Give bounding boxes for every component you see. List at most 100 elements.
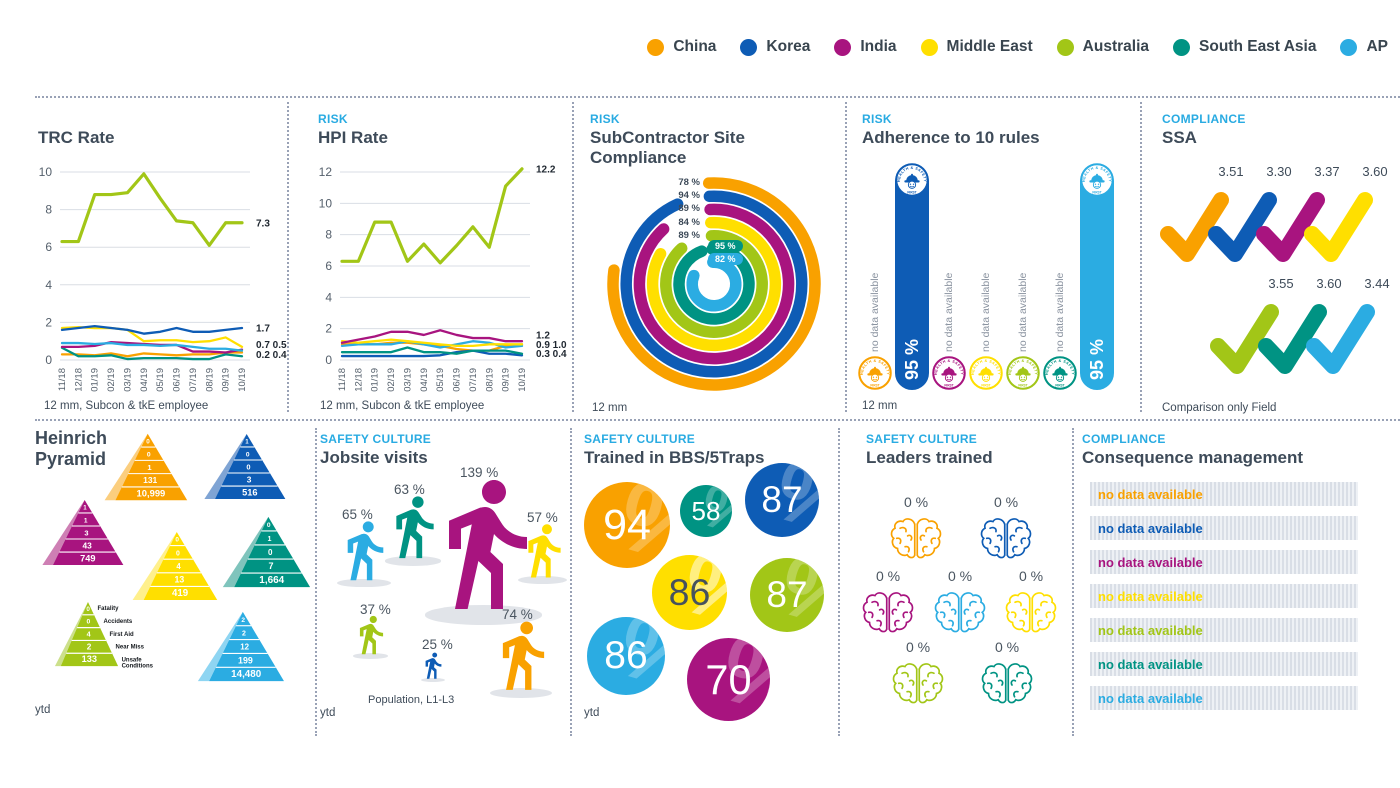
svg-text:0.3 0.4: 0.3 0.4 xyxy=(536,349,567,360)
leaders-item-korea: 0 % xyxy=(978,494,1034,566)
pyramid-australia: 0 0 4 2 133 Fatality Accidents First Aid Near Mi… xyxy=(53,600,223,675)
leaders-item-ap: 0 % xyxy=(932,568,988,640)
ssa-value-india: 3.37 xyxy=(1314,164,1340,179)
adherence-no-data: no data available xyxy=(980,272,992,352)
svg-text:05/19: 05/19 xyxy=(155,368,166,392)
svg-text:1: 1 xyxy=(147,463,152,472)
panel-title: HPI Rate xyxy=(318,128,388,147)
svg-text:FIRST: FIRST xyxy=(870,383,879,387)
panel-footnote-population: Population, L1-L3 xyxy=(368,694,455,706)
svg-text:08/19: 08/19 xyxy=(484,368,495,392)
helmet-badge-ap: HEALTH & SAFETY FIRST xyxy=(1080,163,1114,202)
svg-text:05/19: 05/19 xyxy=(435,368,446,392)
svg-text:0: 0 xyxy=(267,522,271,529)
leaders-item-middle_east: 0 % xyxy=(1003,568,1059,640)
adherence-bar-ap xyxy=(1080,164,1114,390)
leaders-value: 0 % xyxy=(947,568,973,584)
panel-divider xyxy=(845,102,847,412)
bbs-bubbles-chart: % 94% 58% 87% 86% 87% 86% 70 xyxy=(584,428,830,728)
bbs-bubble-south_east_asia: % 58 xyxy=(680,485,732,537)
svg-text:02/19: 02/19 xyxy=(106,368,117,392)
panel-category: COMPLIANCE xyxy=(1082,432,1166,446)
jobsite-value-india: 139 % xyxy=(460,465,499,480)
check-icon-ap xyxy=(1304,298,1380,389)
person-shadow xyxy=(424,605,543,625)
ring-value-ap: 82 % xyxy=(708,253,743,266)
svg-text:0: 0 xyxy=(86,606,90,613)
panel-trained-bbs: SAFETY CULTURE Trained in BBS/5Traps % 94… xyxy=(584,428,830,736)
svg-text:516: 516 xyxy=(242,487,257,497)
ssa-value-south_east_asia: 3.60 xyxy=(1316,276,1342,291)
bbs-bubble-middle_east: % 86 xyxy=(652,555,727,630)
consequence-status: no data available xyxy=(1098,520,1203,536)
panel-category: SAFETY CULTURE xyxy=(320,432,432,446)
svg-text:2: 2 xyxy=(45,315,52,329)
panel-category: RISK xyxy=(862,112,892,126)
svg-text:0: 0 xyxy=(147,452,151,459)
legend-label: AP xyxy=(1366,38,1388,55)
walking-person-icon-australia xyxy=(356,615,387,661)
svg-text:10/19: 10/19 xyxy=(517,368,528,392)
legend-dot-south_east_asia xyxy=(1173,38,1191,56)
svg-text:FIRST: FIRST xyxy=(907,190,916,194)
ring-value-india: 89 % xyxy=(678,203,700,215)
svg-text:14,480: 14,480 xyxy=(231,669,262,680)
trc-rate-line-chart: 0 2 4 6 8 10 11/18 12/18 01/19 02/19 03/19 04/19 05/… xyxy=(30,158,298,413)
svg-text:0.9 1.0: 0.9 1.0 xyxy=(536,340,567,351)
bbs-value: 58 xyxy=(691,495,721,526)
legend-label: Australia xyxy=(1082,38,1150,55)
panel-category: RISK xyxy=(590,112,620,126)
ring-value-south_east_asia: 95 % xyxy=(708,240,743,252)
brain-icon-south_east_asia xyxy=(979,659,1035,711)
consequence-row-india: no data available xyxy=(1090,550,1358,574)
adherence-no-data: no data available xyxy=(1017,272,1029,352)
adherence-value: 95 % xyxy=(1087,338,1107,380)
jobsite-value-china: 74 % xyxy=(502,607,533,622)
svg-text:11/18: 11/18 xyxy=(337,368,348,391)
check-icon-china xyxy=(1158,186,1234,277)
ring-value-middle_east: 84 % xyxy=(678,216,700,228)
walking-person-icon-ap xyxy=(342,520,389,588)
legend-label: China xyxy=(673,38,717,55)
consequence-status: no data available xyxy=(1098,486,1203,502)
helmet-badge-middle_east: HEALTH & SAFETY FIRST xyxy=(969,356,1003,395)
panel-footnote: 12 mm xyxy=(592,402,628,414)
panel-title: Heinrich Pyramid xyxy=(35,428,108,469)
panel-footnote: 12 mm xyxy=(862,400,898,412)
adherence-bar-chart: no data available HEALTH & SAFETY FIRST 95 … xyxy=(856,160,1122,396)
svg-text:3: 3 xyxy=(84,528,88,537)
panel-category: RISK xyxy=(318,112,348,126)
svg-text:0: 0 xyxy=(146,438,150,445)
svg-text:10: 10 xyxy=(319,196,333,210)
consequence-row-australia: no data available xyxy=(1090,618,1358,642)
consequence-row-middle_east: no data available xyxy=(1090,584,1358,608)
svg-text:06/19: 06/19 xyxy=(452,368,463,392)
panel-hpi-rate: RISK HPI Rate 0 2 4 6 8 10 12 11/18 12/18 01/19 02… xyxy=(318,108,567,418)
person-shadow xyxy=(336,578,391,588)
helmet-badge-india: HEALTH & SAFETY FIRST xyxy=(932,356,966,395)
pyramid-south_east_asia: 0 1 0 7 1,664 xyxy=(218,515,313,594)
svg-text:FIRST: FIRST xyxy=(981,383,990,387)
panel-divider xyxy=(838,428,840,736)
panel-footnote: ytd xyxy=(584,707,600,719)
svg-text:02/19: 02/19 xyxy=(386,368,397,392)
svg-text:0: 0 xyxy=(268,548,273,557)
svg-text:08/19: 08/19 xyxy=(204,368,215,392)
svg-text:0: 0 xyxy=(246,451,250,458)
svg-text:10/19: 10/19 xyxy=(237,368,248,392)
legend-dot-australia xyxy=(1056,38,1074,56)
bbs-value: 70 xyxy=(705,655,752,703)
bbs-value: 86 xyxy=(604,634,648,677)
check-icon-south_east_asia xyxy=(1256,298,1332,389)
svg-text:0: 0 xyxy=(45,353,52,367)
panel-title: TRC Rate xyxy=(38,128,115,147)
svg-text:FIRST: FIRST xyxy=(944,383,953,387)
svg-text:43: 43 xyxy=(82,540,92,550)
svg-text:11/18: 11/18 xyxy=(57,368,68,391)
svg-text:01/19: 01/19 xyxy=(90,368,101,392)
bbs-bubble-china: % 94 xyxy=(584,482,670,568)
svg-text:04/19: 04/19 xyxy=(419,368,430,392)
bbs-value: 86 xyxy=(668,571,711,613)
panel-title: Trained in BBS/5Traps xyxy=(584,448,765,467)
